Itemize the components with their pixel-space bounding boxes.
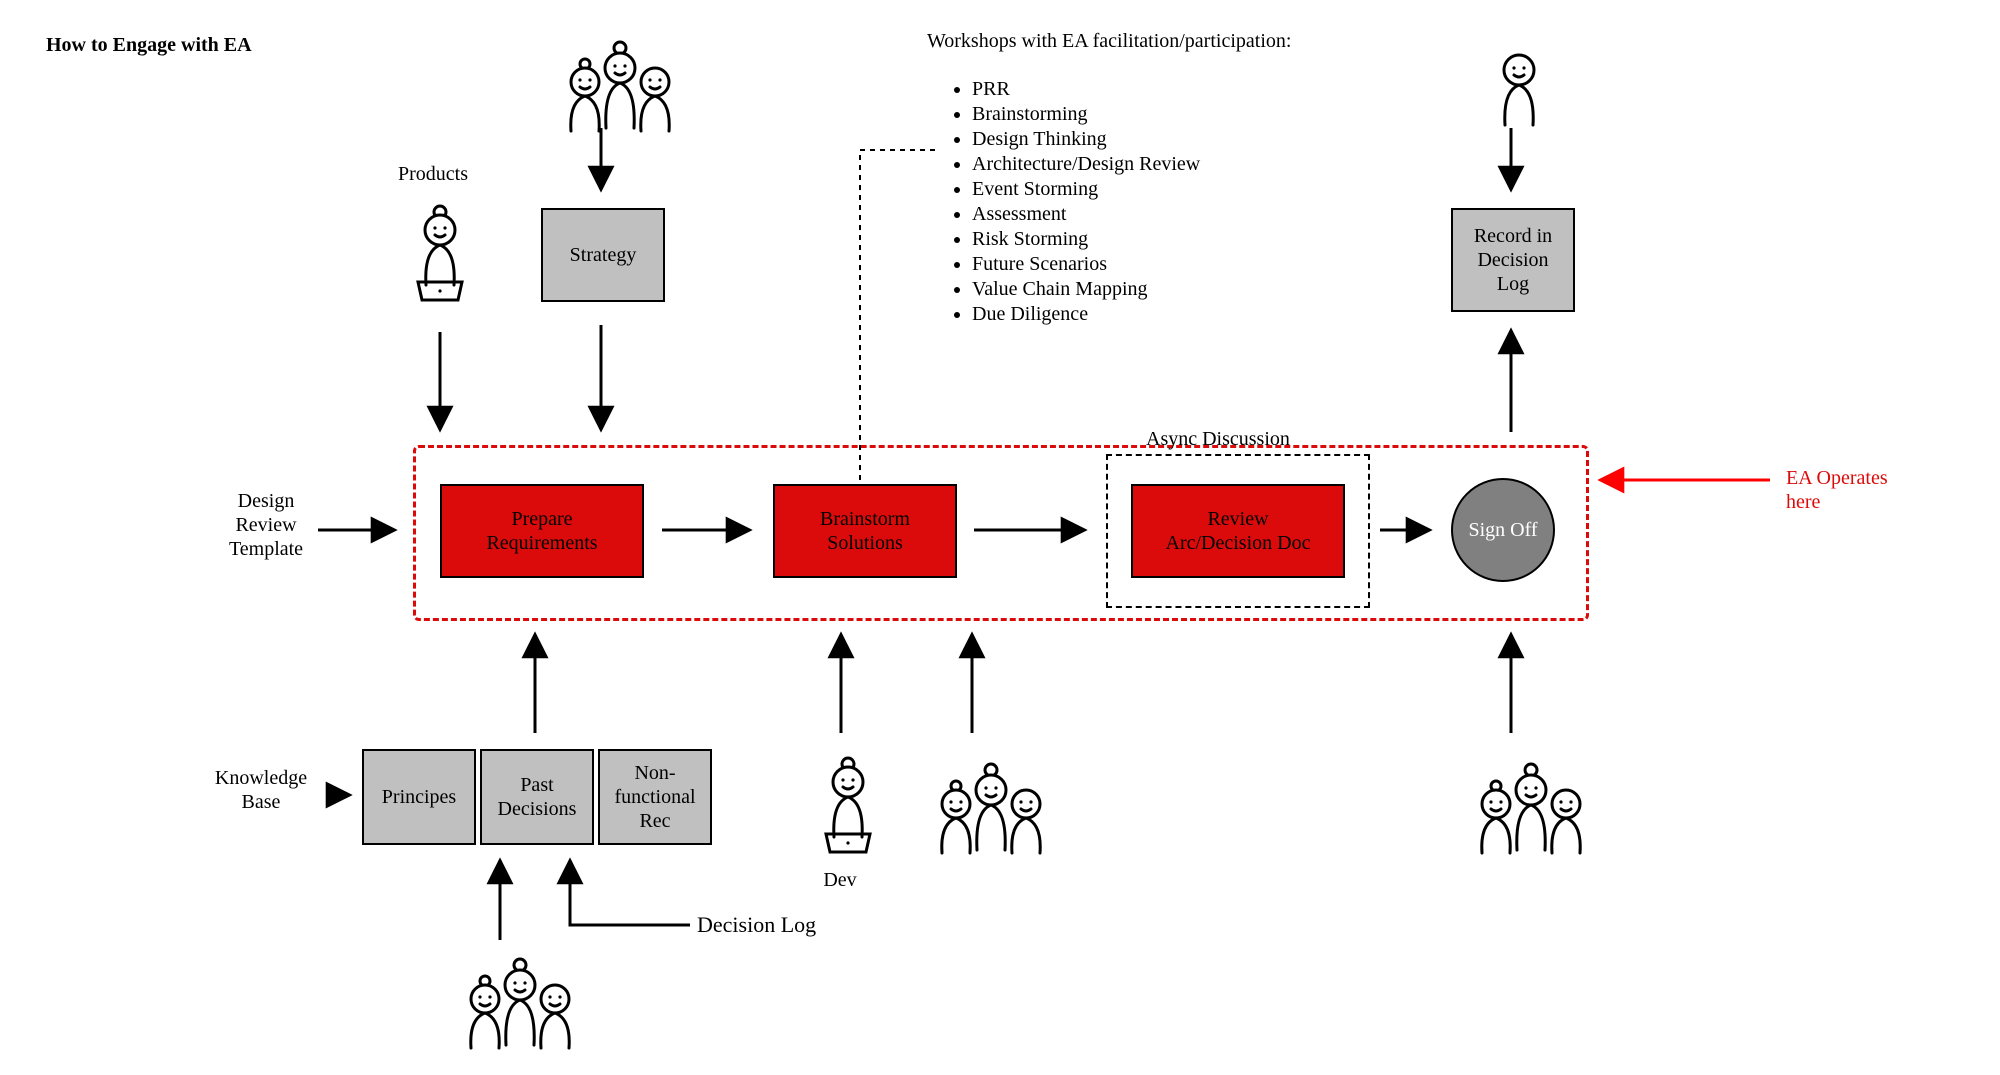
box-brainstorm-solutions: BrainstormSolutions — [773, 484, 957, 578]
node-sign-off: Sign Off — [1451, 478, 1555, 582]
workshops-item: Event Storming — [972, 178, 1200, 201]
box-strategy: Strategy — [541, 208, 665, 302]
workshops-item: Value Chain Mapping — [972, 278, 1200, 301]
people-icon-dev — [808, 752, 888, 867]
box-principes: Principes — [362, 749, 476, 845]
page-title: How to Engage with EA — [46, 34, 252, 57]
label-design-review-template: DesignReviewTemplate — [216, 489, 316, 561]
connector-decision-log-elbow — [570, 860, 690, 925]
people-icon-brainstorm-group — [926, 752, 1056, 862]
workshops-item: Risk Storming — [972, 228, 1200, 251]
box-prepare-requirements: PrepareRequirements — [440, 484, 644, 578]
workshops-item: Due Diligence — [972, 303, 1200, 326]
label-ea-operates-here: EA Operateshere — [1786, 466, 1888, 514]
box-record-decision-log: Record inDecisionLog — [1451, 208, 1575, 312]
workshops-item: Architecture/Design Review — [972, 153, 1200, 176]
workshops-item: Brainstorming — [972, 103, 1200, 126]
workshops-list: PRRBrainstormingDesign ThinkingArchitect… — [950, 76, 1200, 328]
workshops-item: Design Thinking — [972, 128, 1200, 151]
workshops-title: Workshops with EA facilitation/participa… — [927, 30, 1291, 53]
box-review-doc: ReviewArc/Decision Doc — [1131, 484, 1345, 578]
workshops-item: Future Scenarios — [972, 253, 1200, 276]
people-icon-record — [1484, 40, 1554, 140]
people-icon-strategy-group — [555, 30, 685, 140]
people-icon-bottom-group — [455, 947, 585, 1057]
connector-brainstorm-to-workshops — [860, 150, 935, 480]
label-dev: Dev — [810, 868, 870, 892]
box-past-decisions: PastDecisions — [480, 749, 594, 845]
people-icon-signoff-group — [1466, 752, 1596, 862]
box-nonfunctional-rec: Non-functionalRec — [598, 749, 712, 845]
workshops-item: Assessment — [972, 203, 1200, 226]
label-products: Products — [373, 162, 493, 186]
people-icon-products — [400, 200, 480, 315]
workshops-item: PRR — [972, 78, 1200, 101]
async-discussion-label: Async Discussion — [1146, 428, 1290, 451]
label-knowledge-base: KnowledgeBase — [196, 766, 326, 814]
label-decision-log: Decision Log — [697, 912, 857, 938]
